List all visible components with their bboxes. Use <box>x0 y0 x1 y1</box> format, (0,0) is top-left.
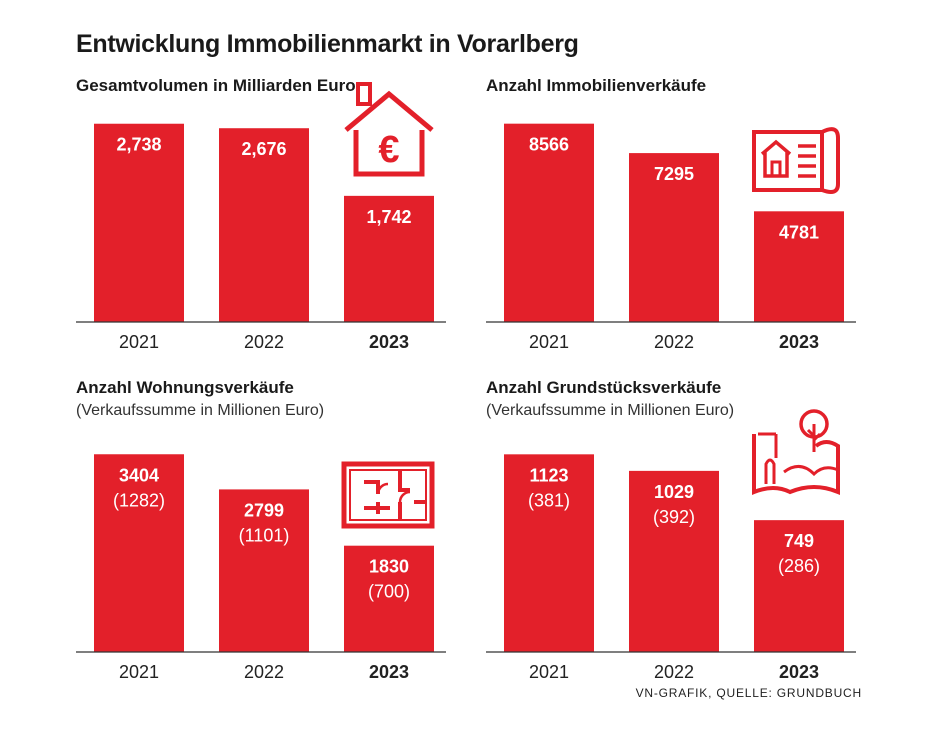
x-tick-label: 2021 <box>119 662 159 682</box>
value-label: 2,738 <box>116 135 161 155</box>
value-label: 3404 <box>119 465 159 485</box>
value-label: 2,676 <box>241 139 286 159</box>
secondary-value-label: (700) <box>368 582 410 602</box>
chart-wohnungsverkaeufe: 3404 (1282) 2021 2799 (1101) 2022 1830 (700) 202… <box>76 454 446 682</box>
x-tick-label: 2022 <box>244 662 284 682</box>
bar-2022 <box>629 470 719 652</box>
page-title: Entwicklung Immobilienmarkt in Vorarlber… <box>76 30 579 58</box>
x-tick-label: 2023 <box>369 662 409 682</box>
bar-2021 <box>504 454 594 652</box>
bar-2022 <box>629 153 719 322</box>
svg-text:€: € <box>378 129 399 171</box>
x-tick-label: 2023 <box>779 662 819 682</box>
panel-wohnungsverkaeufe: Anzahl Wohnungsverkäufe (Verkaufssumme i… <box>76 378 446 688</box>
bar-2023 <box>754 520 844 652</box>
value-label: 1,742 <box>366 207 411 227</box>
house-euro-icon: € <box>344 82 434 177</box>
x-tick-label: 2023 <box>779 332 819 352</box>
value-label: 2799 <box>244 500 284 520</box>
bar-2021 <box>504 123 594 322</box>
panel-title: Anzahl Grundstücksverkäufe <box>486 378 722 397</box>
panel-gesamtvolumen: Gesamtvolumen in Milliarden Euro 2,738 20… <box>76 76 446 366</box>
floor-plan-icon <box>341 461 435 529</box>
value-label: 4781 <box>779 222 819 242</box>
secondary-value-label: (1282) <box>113 490 165 510</box>
x-tick-label: 2022 <box>654 662 694 682</box>
land-plot-icon <box>752 409 840 495</box>
panel-subtitle: (Verkaufssumme in Millionen Euro) <box>76 402 325 419</box>
value-label: 1830 <box>369 557 409 577</box>
chart-gesamtvolumen: 2,738 2021 2,676 2022 1,742 2023 € <box>76 82 446 352</box>
panel-title: Gesamtvolumen in Milliarden Euro <box>76 76 356 95</box>
value-label: 7295 <box>654 164 694 184</box>
x-tick-label: 2021 <box>529 332 569 352</box>
x-tick-label: 2021 <box>529 662 569 682</box>
x-tick-label: 2022 <box>244 332 284 352</box>
secondary-value-label: (392) <box>653 507 695 527</box>
bar-2022 <box>219 489 309 652</box>
value-label: 1123 <box>529 465 568 485</box>
panel-title: Anzahl Immobilienverkäufe <box>486 76 707 95</box>
value-label: 749 <box>784 531 814 551</box>
x-tick-label: 2021 <box>119 332 159 352</box>
source-credit: VN-GRAFIK, QUELLE: GRUNDBUCH <box>635 686 862 700</box>
secondary-value-label: (286) <box>778 556 820 576</box>
value-label: 8566 <box>529 135 569 155</box>
chart-grundstuecksverkaeufe: 1123 (381) 2021 1029 (392) 2022 749 (286) 2023 <box>486 409 856 682</box>
panel-subtitle: (Verkaufssumme in Millionen Euro) <box>486 402 735 419</box>
secondary-value-label: (381) <box>528 490 570 510</box>
bar-2021 <box>94 454 184 652</box>
panel-grundstuecksverkaeufe: Anzahl Grundstücksverkäufe (Verkaufssumm… <box>486 378 856 688</box>
secondary-value-label: (1101) <box>239 525 290 545</box>
bar-2023 <box>754 211 844 322</box>
value-label: 1029 <box>654 482 694 502</box>
bar-2023 <box>344 545 434 652</box>
x-tick-label: 2022 <box>654 332 694 352</box>
bar-2021 <box>94 123 184 322</box>
panel-title: Anzahl Wohnungsverkäufe <box>76 378 294 397</box>
bar-2023 <box>344 195 434 322</box>
house-document-icon <box>752 127 840 194</box>
panel-immobilienverkaeufe: Anzahl Immobilienverkäufe 8566 2021 7295 20… <box>486 76 856 366</box>
x-tick-label: 2023 <box>369 332 409 352</box>
chart-immobilienverkaeufe: 8566 2021 7295 2022 4781 2023 <box>486 123 856 352</box>
bar-2022 <box>219 128 309 322</box>
